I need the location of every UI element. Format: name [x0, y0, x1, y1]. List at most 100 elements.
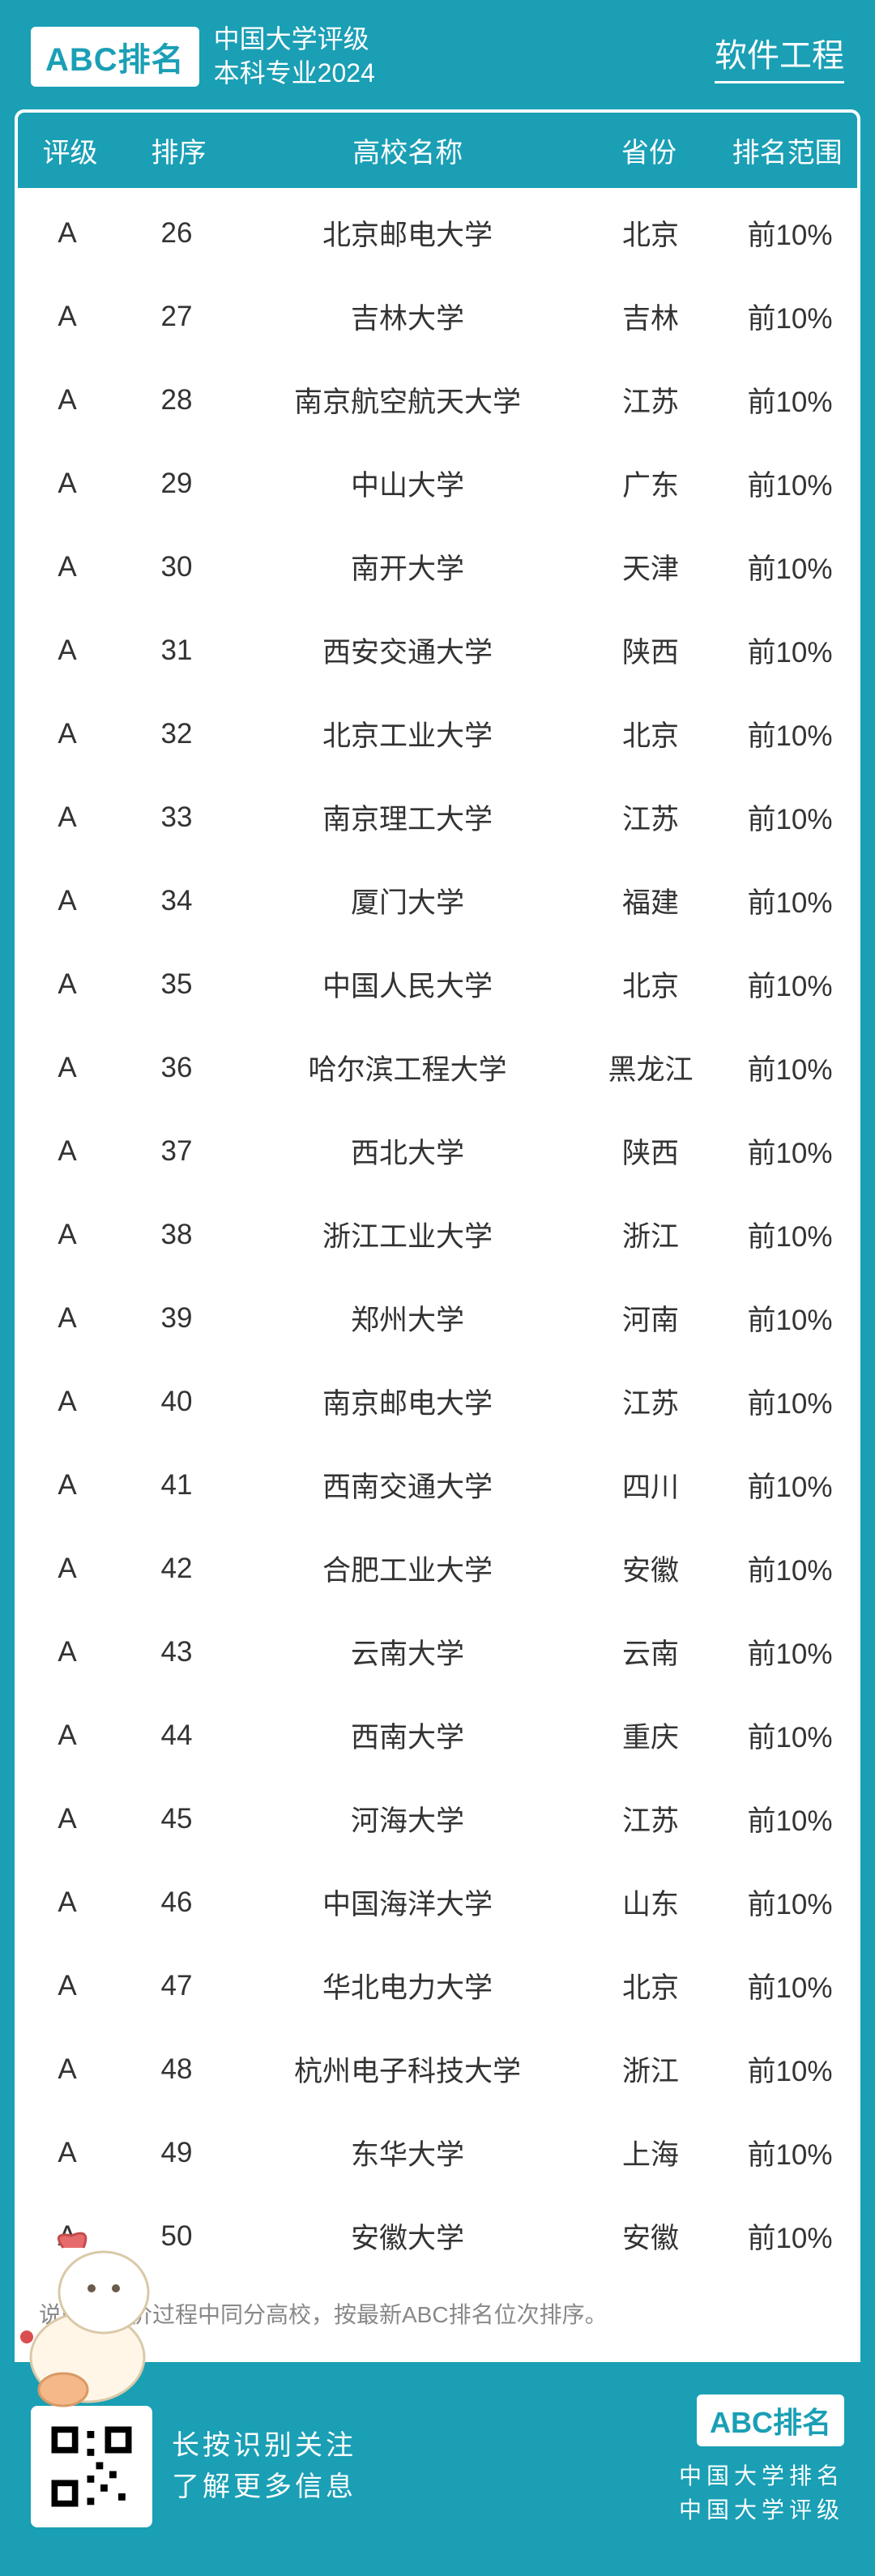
footer-line2: 了解更多信息	[172, 2467, 356, 2508]
table-row: A38浙江工业大学浙江前10%	[15, 1193, 860, 1276]
cell-grade: A	[15, 1052, 120, 1084]
cell-rank: 33	[120, 801, 233, 834]
cell-grade: A	[15, 1469, 120, 1502]
note-text: 说明：评价过程中同分高校，按最新ABC排名位次排序。	[15, 2278, 860, 2362]
cell-rank: 48	[120, 2053, 233, 2086]
cell-rank: 28	[120, 384, 233, 417]
cell-range: 前10%	[719, 1297, 860, 1339]
col-header-rank: 排序	[122, 130, 235, 170]
header: ABC排名 中国大学评级 本科专业2024 软件工程	[0, 0, 875, 109]
cell-range: 前10%	[719, 1047, 860, 1088]
cell-grade: A	[15, 1553, 120, 1585]
table-row: A35中国人民大学北京前10%	[15, 942, 860, 1026]
cell-province: 江苏	[582, 379, 719, 421]
cell-grade: A	[15, 1386, 120, 1418]
footer-line1: 长按识别关注	[172, 2425, 356, 2467]
major-label: 软件工程	[715, 29, 844, 83]
cell-grade: A	[15, 634, 120, 667]
cell-grade: A	[15, 384, 120, 417]
cell-name: 哈尔滨工程大学	[233, 1047, 582, 1088]
cell-range: 前10%	[719, 1631, 860, 1672]
cell-name: 郑州大学	[233, 1297, 582, 1339]
cell-grade: A	[15, 2220, 120, 2253]
table-row: A39郑州大学河南前10%	[15, 1276, 860, 1360]
cell-range: 前10%	[719, 212, 860, 254]
footer-left-text: 长按识别关注 了解更多信息	[172, 2425, 356, 2508]
col-header-grade: 评级	[18, 130, 122, 170]
cell-name: 西北大学	[233, 1130, 582, 1172]
cell-grade: A	[15, 468, 120, 500]
table-row: A44西南大学重庆前10%	[15, 1694, 860, 1777]
footer-right: ABC排名 中国大学排名 中国大学评级	[679, 2394, 844, 2527]
cell-province: 北京	[582, 212, 719, 254]
cell-rank: 30	[120, 551, 233, 583]
cell-province: 重庆	[582, 1715, 719, 1756]
cell-grade: A	[15, 1886, 120, 1919]
subtitle-line1: 中国大学评级	[214, 23, 375, 57]
table-row: A33南京理工大学江苏前10%	[15, 775, 860, 859]
cell-grade: A	[15, 968, 120, 1001]
cell-name: 华北电力大学	[233, 1965, 582, 2006]
cell-province: 河南	[582, 1297, 719, 1339]
cell-range: 前10%	[719, 880, 860, 921]
col-header-province: 省份	[581, 130, 718, 170]
cell-province: 浙江	[582, 2048, 719, 2090]
cell-grade: A	[15, 2137, 120, 2169]
cell-rank: 36	[120, 1052, 233, 1084]
table-row: A41西南交通大学四川前10%	[15, 1443, 860, 1527]
cell-province: 福建	[582, 880, 719, 921]
cell-range: 前10%	[719, 1130, 860, 1172]
cell-name: 安徽大学	[233, 2215, 582, 2257]
cell-name: 浙江工业大学	[233, 1214, 582, 1255]
cell-rank: 32	[120, 718, 233, 750]
cell-name: 中山大学	[233, 463, 582, 504]
cell-name: 吉林大学	[233, 296, 582, 337]
table-row: A34厦门大学福建前10%	[15, 859, 860, 942]
cell-rank: 38	[120, 1219, 233, 1251]
cell-grade: A	[15, 1970, 120, 2002]
table-row: A47华北电力大学北京前10%	[15, 1944, 860, 2027]
cell-name: 西南交通大学	[233, 1464, 582, 1506]
cell-rank: 27	[120, 301, 233, 333]
cell-province: 安徽	[582, 1548, 719, 1589]
cell-range: 前10%	[719, 379, 860, 421]
footer-right-text: 中国大学排名 中国大学评级	[679, 2459, 844, 2527]
cell-rank: 35	[120, 968, 233, 1001]
col-header-range: 排名范围	[717, 130, 857, 170]
cell-rank: 39	[120, 1302, 233, 1335]
cell-rank: 34	[120, 885, 233, 917]
footer: 长按识别关注 了解更多信息 ABC排名 中国大学排名 中国大学评级	[0, 2362, 875, 2576]
cell-grade: A	[15, 718, 120, 750]
cell-range: 前10%	[719, 1548, 860, 1589]
table-body: A26北京邮电大学北京前10%A27吉林大学吉林前10%A28南京航空航天大学江…	[15, 191, 860, 2278]
cell-province: 山东	[582, 1882, 719, 1923]
cell-name: 南京理工大学	[233, 797, 582, 838]
cell-name: 南开大学	[233, 546, 582, 587]
cell-range: 前10%	[719, 1464, 860, 1506]
table-row: A40南京邮电大学江苏前10%	[15, 1360, 860, 1443]
cell-name: 南京邮电大学	[233, 1381, 582, 1422]
cell-province: 上海	[582, 2132, 719, 2173]
cell-grade: A	[15, 1219, 120, 1251]
cell-name: 合肥工业大学	[233, 1548, 582, 1589]
footer-right-line2: 中国大学评级	[679, 2493, 844, 2527]
qr-code-icon	[31, 2406, 152, 2527]
table-row: A27吉林大学吉林前10%	[15, 275, 860, 358]
header-left: ABC排名 中国大学评级 本科专业2024	[31, 23, 375, 90]
cell-name: 南京航空航天大学	[233, 379, 582, 421]
cell-province: 北京	[582, 713, 719, 754]
footer-logo-badge: ABC排名	[697, 2394, 844, 2446]
table-row: A48杭州电子科技大学浙江前10%	[15, 2027, 860, 2111]
cell-province: 吉林	[582, 296, 719, 337]
cell-grade: A	[15, 1302, 120, 1335]
table-row: A28南京航空航天大学江苏前10%	[15, 358, 860, 442]
table-row: A50安徽大学安徽前10%	[15, 2194, 860, 2278]
cell-rank: 37	[120, 1135, 233, 1168]
cell-grade: A	[15, 801, 120, 834]
table-row: A49东华大学上海前10%	[15, 2111, 860, 2194]
cell-range: 前10%	[719, 1214, 860, 1255]
cell-range: 前10%	[719, 2132, 860, 2173]
qr-svg-icon	[47, 2422, 136, 2511]
cell-range: 前10%	[719, 296, 860, 337]
cell-rank: 45	[120, 1803, 233, 1835]
